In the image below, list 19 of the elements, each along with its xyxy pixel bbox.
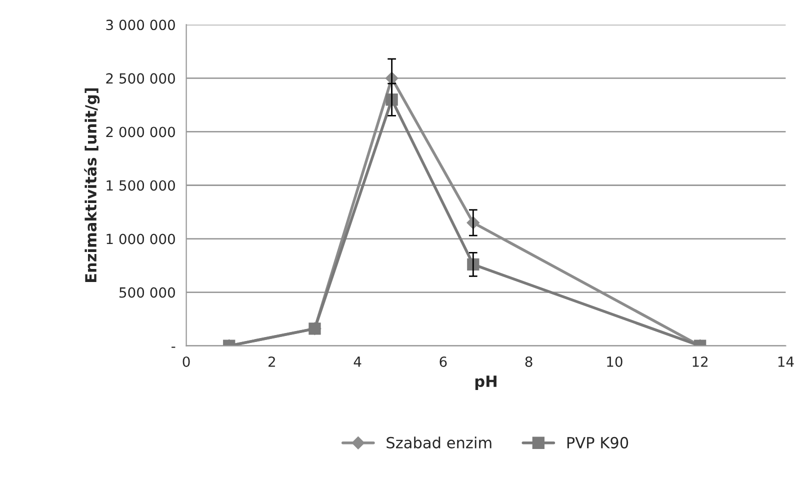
y-tick-label: 1 000 000 xyxy=(106,234,175,244)
y-tick-label: 500 000 xyxy=(120,287,175,298)
y-axis-title: Enzimaktivitás [unit/g] xyxy=(84,88,100,282)
x-tick-label: 6 xyxy=(440,356,447,367)
y-tick-label: - xyxy=(172,346,176,348)
x-tick-label: 2 xyxy=(268,356,275,367)
x-tick-label: 8 xyxy=(525,356,532,367)
y-tick-label: 1 500 000 xyxy=(106,180,175,191)
y-tick-label: 2 000 000 xyxy=(106,126,175,138)
x-tick-label: 0 xyxy=(182,356,190,367)
x-tick-label: 10 xyxy=(607,356,622,367)
y-tick-label: 3 000 000 xyxy=(106,20,175,30)
y-tick-label: 2 500 000 xyxy=(106,73,175,84)
x-tick-label: 12 xyxy=(692,356,708,367)
x-tick-label: 4 xyxy=(354,356,362,367)
x-axis-title: pH xyxy=(475,376,496,390)
x-tick-label: 14 xyxy=(778,356,794,367)
legend-label: PVP K90 xyxy=(567,436,628,448)
legend-label: Szabad enzim xyxy=(386,436,492,448)
